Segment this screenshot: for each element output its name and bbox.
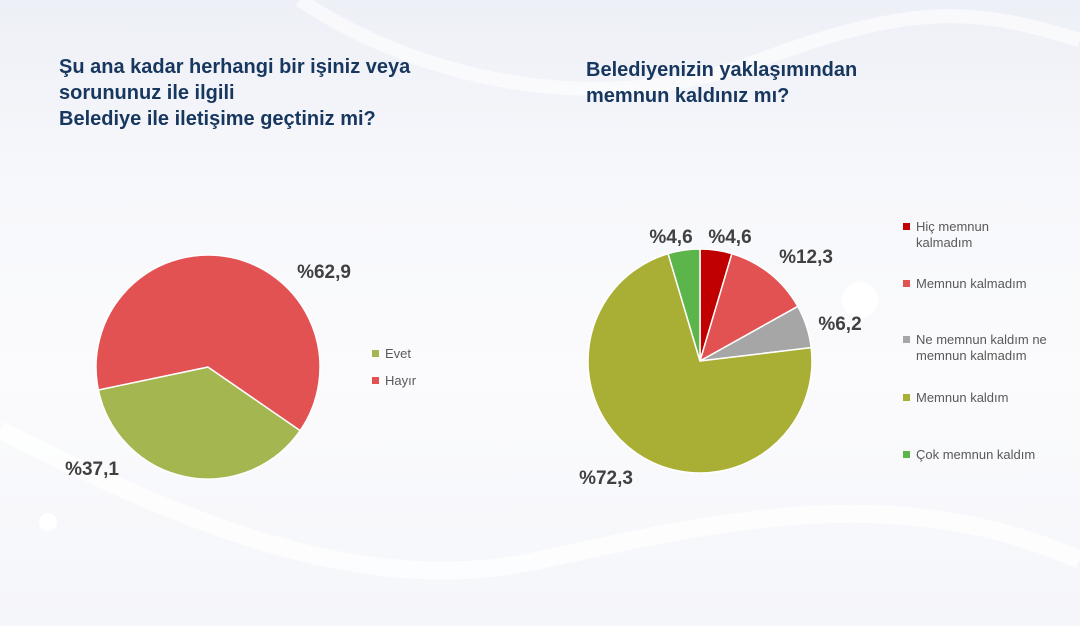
pie-slice-cok-memnun-kaldim: [667, 248, 701, 362]
legend-item-evet: Evet: [372, 346, 411, 362]
legend-label: Memnun kalmadım: [916, 276, 1027, 291]
legend-swatch: [903, 336, 910, 343]
legend-swatch: [372, 377, 379, 384]
pie-slice-memnun-kaldim: [587, 252, 813, 474]
data-label-evet: %37,1: [65, 459, 119, 480]
legend-swatch: [372, 350, 379, 357]
legend-item-memnun-kalmadim: Memnun kalmadım: [903, 276, 1066, 292]
data-label-hic-memnun-kalmadim: %4,6: [708, 227, 751, 248]
data-label-cok-memnun-kaldim: %4,6: [649, 227, 692, 248]
data-label-memnun-kalmadim: %12,3: [779, 247, 833, 268]
pie-slice-memnun-kalmadim: [698, 252, 799, 363]
legend-item-memnun-kaldim: Memnun kaldım: [903, 390, 1066, 406]
legend-label: Evet: [385, 346, 412, 361]
pie-slice-evet: [97, 366, 302, 480]
legend-swatch: [903, 451, 910, 458]
legend-item-ne-memnun: Ne memnun kaldım ne memnun kalmadım: [903, 332, 1056, 364]
legend-label: Ne memnun kaldım ne memnun kalmadım: [916, 332, 1047, 363]
chart-title-contact: Şu ana kadar herhangi bir işiniz veya so…: [59, 56, 411, 130]
legend-item-cok-memnun-kaldim: Çok memnun kaldım: [903, 447, 1066, 463]
legend-item-hayir: Hayır: [372, 373, 416, 389]
data-label-ne-memnun-kaldim-ne-memnun-kalmadim: %6,2: [818, 314, 861, 335]
data-label-hayir: %62,9: [297, 262, 351, 283]
legend-label: Memnun kaldım: [916, 390, 1009, 405]
data-label-memnun-kaldim: %72,3: [579, 468, 633, 489]
legend-label: Hiç memnun kalmadım: [916, 219, 989, 250]
legend-swatch: [903, 223, 910, 230]
legend-swatch: [903, 280, 910, 287]
legend-label: Çok memnun kaldım: [916, 447, 1036, 462]
legend-swatch: [903, 394, 910, 401]
legend-item-hic-memnun-kalmadim: Hiç memnun kalmadım: [903, 219, 1021, 251]
legend-label: Hayır: [385, 373, 417, 388]
pie-slice-hayir: [95, 254, 321, 432]
chart-title-satisfaction: Belediyenizin yaklaşımından memnun kaldı…: [586, 59, 858, 107]
